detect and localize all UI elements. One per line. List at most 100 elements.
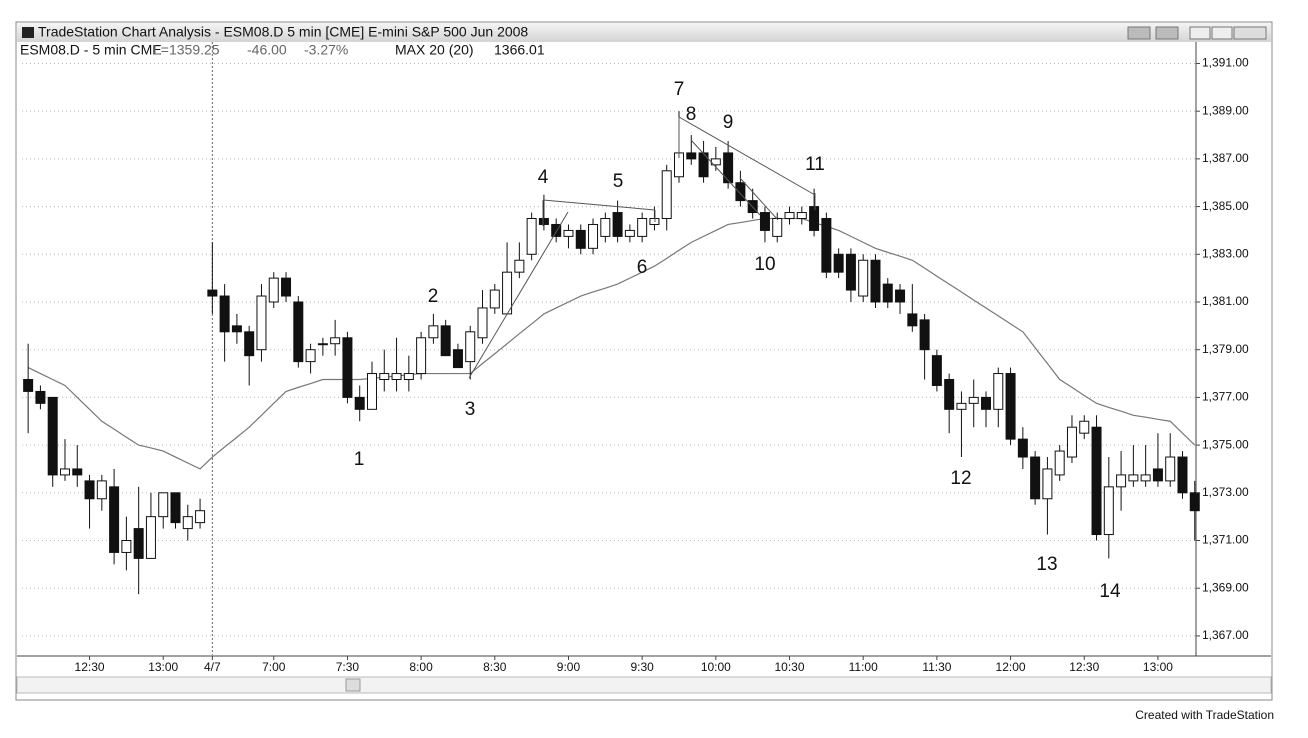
candle-body xyxy=(293,301,304,363)
indicator-name: MAX 20 (20) xyxy=(395,42,474,58)
toolbar-button[interactable] xyxy=(1155,26,1179,40)
x-tick-label: 8:00 xyxy=(409,660,433,674)
candle-body xyxy=(1128,474,1139,482)
candle-body xyxy=(1017,438,1028,458)
minimize-button[interactable] xyxy=(1189,26,1211,40)
candle-body xyxy=(403,373,414,381)
candle-body xyxy=(1066,426,1077,458)
candle-body xyxy=(416,337,427,375)
candle-body xyxy=(342,337,353,398)
candle-body xyxy=(47,396,58,476)
candle-body xyxy=(391,373,402,381)
candle-body xyxy=(256,295,267,351)
pct-change: -3.27% xyxy=(304,42,348,58)
candle-body xyxy=(514,259,525,273)
y-tick-label: 1,371.00 xyxy=(1202,533,1249,547)
candle-body xyxy=(1116,474,1127,488)
candle-body xyxy=(588,223,599,249)
annotation: 9 xyxy=(723,112,734,133)
indicator-value: 1366.01 xyxy=(494,42,545,58)
candle-body xyxy=(907,313,918,327)
candle-body xyxy=(956,402,967,410)
trend-lines xyxy=(468,116,816,379)
candle-body xyxy=(845,253,856,291)
candle-body xyxy=(821,218,832,273)
plot xyxy=(22,42,1200,655)
x-tick-label: 11:00 xyxy=(849,660,878,674)
candle-body xyxy=(1103,486,1114,536)
candle-body xyxy=(23,379,34,392)
candle-body xyxy=(882,283,893,303)
y-tick-label: 1,367.00 xyxy=(1202,628,1249,642)
candle-body xyxy=(465,331,476,363)
y-tick-label: 1,375.00 xyxy=(1202,437,1249,451)
x-tick-label: 7:30 xyxy=(336,660,360,674)
candle-body xyxy=(489,289,500,309)
candle-body xyxy=(96,480,107,500)
candle-body xyxy=(109,486,120,553)
candle-body xyxy=(305,349,316,363)
candle-body xyxy=(612,212,623,237)
candle-body xyxy=(1054,450,1065,476)
candle-body xyxy=(735,182,746,202)
candle-body xyxy=(477,307,488,339)
scroll-thumb[interactable] xyxy=(345,678,361,692)
candle-body xyxy=(526,218,537,255)
candle-body xyxy=(575,229,586,249)
y-tick-label: 1,391.00 xyxy=(1202,56,1249,70)
candle-body xyxy=(858,259,869,297)
window-frame xyxy=(15,21,1273,701)
candle-body xyxy=(772,218,783,237)
candle-body xyxy=(268,277,279,303)
toolbar-button[interactable] xyxy=(1127,26,1151,40)
candle-body xyxy=(833,253,844,273)
annotation: 8 xyxy=(686,104,697,125)
annotation: 6 xyxy=(637,257,648,278)
annotation: 12 xyxy=(950,468,971,489)
title-bar xyxy=(17,23,1271,42)
candle-body xyxy=(281,277,292,297)
candle-body xyxy=(440,325,451,357)
candle-body xyxy=(452,349,463,369)
y-tick-label: 1,369.00 xyxy=(1202,580,1249,594)
candle-body xyxy=(1079,420,1090,434)
maximize-button[interactable] xyxy=(1211,26,1233,40)
x-tick-label: 7:00 xyxy=(262,660,286,674)
scrollbar[interactable] xyxy=(16,676,1272,694)
candle-body xyxy=(551,223,562,237)
candle-body xyxy=(133,528,144,559)
y-tick-label: 1,373.00 xyxy=(1202,485,1249,499)
annotation: 14 xyxy=(1099,581,1121,602)
candle-body xyxy=(809,206,820,231)
candle-body xyxy=(366,373,377,410)
candle-body xyxy=(931,355,942,386)
annotation: 11 xyxy=(805,154,825,175)
candle-body xyxy=(145,516,156,559)
candle-body xyxy=(182,516,193,530)
info-line: ESM08.D - 5 min CME L=1359.25 -46.00 -3.… xyxy=(20,42,545,58)
y-tick-label: 1,385.00 xyxy=(1202,199,1249,213)
y-tick-label: 1,379.00 xyxy=(1202,342,1249,356)
candle-body xyxy=(1165,456,1176,482)
candle-body xyxy=(121,540,132,553)
candle-body xyxy=(686,152,697,160)
window-title: TradeStation Chart Analysis - ESM08.D 5 … xyxy=(38,24,528,40)
candle-body xyxy=(1152,468,1163,482)
x-tick-label: 12:30 xyxy=(75,660,105,674)
candle-body xyxy=(207,289,218,297)
candle-body xyxy=(624,229,635,237)
candle-body xyxy=(919,319,930,351)
annotation: 4 xyxy=(538,167,549,188)
x-tick-label: 12:30 xyxy=(1069,660,1099,674)
x-tick-label: 12:00 xyxy=(996,660,1026,674)
candle-body xyxy=(1005,373,1016,440)
net-change: -46.00 xyxy=(247,42,287,58)
candle-body xyxy=(1030,456,1041,500)
candle-body xyxy=(637,218,648,237)
candle-body xyxy=(231,325,242,333)
annotation: 5 xyxy=(613,171,624,192)
close-button[interactable] xyxy=(1233,26,1267,40)
annotation: 13 xyxy=(1036,554,1057,575)
candle-body xyxy=(895,289,906,303)
